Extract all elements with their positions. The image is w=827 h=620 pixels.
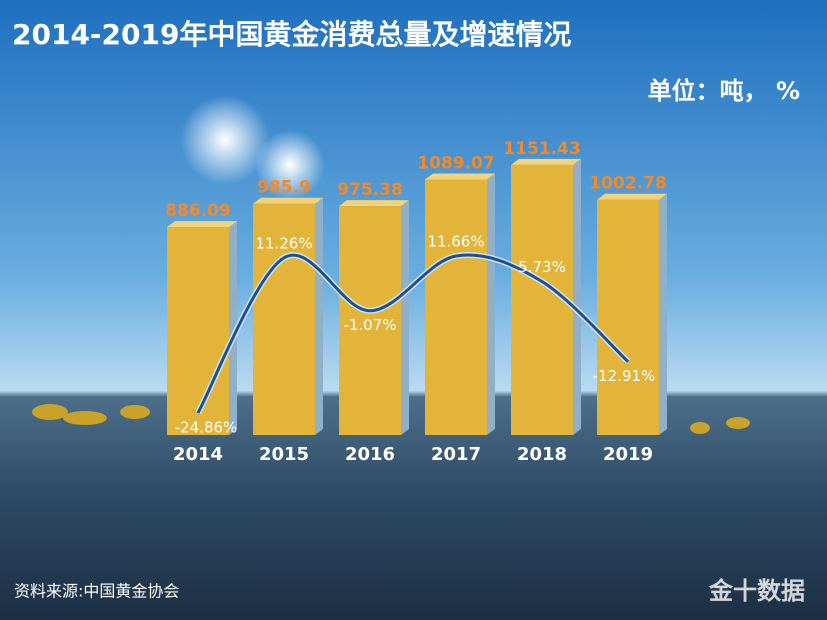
bar-side [401, 200, 409, 435]
line-value-label: -12.91% [593, 367, 656, 385]
bar-side [487, 173, 495, 435]
bar-value-label: 985.9 [257, 178, 311, 198]
bar [167, 227, 229, 435]
bar-top [339, 200, 409, 207]
gold-nuggets [32, 404, 750, 434]
bar [597, 199, 659, 435]
bar-value-label: 1151.43 [503, 139, 580, 159]
x-tick-label: 2016 [345, 444, 395, 465]
x-tick-label: 2014 [173, 444, 223, 465]
bar-top [167, 221, 237, 228]
sun [255, 130, 325, 200]
bar [339, 206, 401, 435]
bar-top [511, 158, 581, 165]
line-value-label: 11.26% [255, 234, 312, 252]
bar-value-label: 886.09 [165, 201, 231, 221]
x-tick-label: 2017 [431, 444, 481, 465]
line-value-label: 11.66% [427, 233, 484, 251]
source: 资料来源:中国黄金协会 [14, 582, 179, 601]
line-value-label: -1.07% [343, 316, 396, 334]
chart-title: 2014-2019年中国黄金消费总量及增速情况 [12, 18, 571, 51]
bar [425, 179, 487, 435]
line-value-label: -24.86% [175, 418, 238, 436]
bar-side [315, 197, 323, 435]
x-tick-label: 2019 [603, 444, 653, 465]
sun [180, 95, 270, 185]
x-tick-label: 2018 [517, 444, 567, 465]
bar-value-label: 1002.78 [589, 174, 666, 194]
x-tick-label: 2015 [259, 444, 309, 465]
bar-side [229, 221, 237, 435]
bar-value-label: 975.38 [337, 180, 403, 200]
bar-value-label: 1089.07 [417, 153, 494, 173]
bar [253, 203, 315, 435]
bar-top [597, 193, 667, 200]
bar-top [425, 173, 495, 180]
bar-side [573, 158, 581, 435]
line-value-label: 5.73% [518, 258, 566, 276]
bar-side [659, 193, 667, 435]
line [196, 253, 630, 414]
unit-label: 单位：吨， % [648, 77, 800, 105]
bar-top [253, 197, 323, 204]
watermark: 金十数据 [708, 577, 805, 605]
